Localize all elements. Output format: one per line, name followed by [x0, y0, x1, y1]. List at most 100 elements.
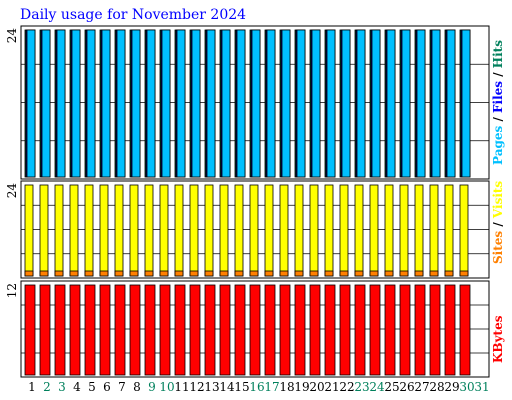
x-tick-label: 19 — [294, 380, 309, 394]
bar-visits — [69, 184, 79, 277]
bar-sites — [309, 270, 319, 277]
bar-kbytes — [279, 284, 291, 376]
bar-pages — [71, 29, 81, 178]
bar-sites — [189, 270, 199, 277]
chart-title: Daily usage for November 2024 — [20, 7, 246, 23]
bar-kbytes — [444, 284, 456, 376]
bar-kbytes — [339, 284, 351, 376]
bar-kbytes — [354, 284, 366, 376]
x-axis-labels: 1 2 3 4 5 6 7 8 9 10 11 12 13 14 15 16 17 18 19 20 21 22 23 24 2… — [28, 380, 489, 394]
x-tick-label: 25 — [384, 380, 399, 394]
bar-visits — [384, 184, 394, 277]
bar-kbytes — [414, 284, 426, 376]
bar-pages — [251, 29, 261, 178]
bar-visits — [399, 184, 409, 277]
bar-visits — [459, 184, 469, 277]
bar-pages — [146, 29, 156, 178]
bar-visits — [414, 184, 424, 277]
bar-sites — [279, 270, 289, 277]
bar-pages — [221, 29, 231, 178]
bar-kbytes — [99, 284, 111, 376]
x-tick-label: 6 — [103, 380, 111, 394]
bar-visits — [234, 184, 244, 277]
bar-sites — [249, 270, 259, 277]
bar-kbytes — [189, 284, 201, 376]
bar-kbytes — [234, 284, 246, 376]
bar-visits — [39, 184, 49, 277]
bar-kbytes — [324, 284, 336, 376]
x-tick-label: 11 — [174, 380, 189, 394]
bar-kbytes — [264, 284, 276, 376]
bar-visits — [99, 184, 109, 277]
bar-kbytes — [159, 284, 171, 376]
x-tick-label: 24 — [369, 380, 385, 394]
bar-sites — [264, 270, 274, 277]
bar-visits — [219, 184, 229, 277]
x-tick-label: 20 — [309, 380, 324, 394]
bar-sites — [294, 270, 304, 277]
bar-kbytes — [204, 284, 216, 376]
bar-kbytes — [84, 284, 96, 376]
bar-sites — [219, 270, 229, 277]
bar-visits — [369, 184, 379, 277]
bar-sites — [24, 270, 34, 277]
bar-pages — [191, 29, 201, 178]
bar-kbytes — [24, 284, 36, 376]
x-tick-label: 7 — [118, 380, 126, 394]
x-tick-label: 9 — [148, 380, 156, 394]
bar-visits — [264, 184, 274, 277]
x-tick-label: 16 — [249, 380, 264, 394]
chart-panels: 24 Pages / Files / Hits 24 Sites / Visits 12… — [5, 25, 505, 378]
bar-visits — [279, 184, 289, 277]
legend-hits: Hits — [491, 40, 505, 73]
bar-visits — [354, 184, 364, 277]
bar-pages — [446, 29, 456, 178]
bar-visits — [249, 184, 259, 277]
legend-pages: Pages — [491, 125, 505, 165]
bar-sites — [159, 270, 169, 277]
x-tick-label: 2 — [43, 380, 51, 394]
panel-sites-visits: 24 Sites / Visits — [5, 180, 505, 279]
bar-kbytes — [249, 284, 261, 376]
x-tick-label: 10 — [159, 380, 174, 394]
panel-hits-files-pages: 24 Pages / Files / Hits — [5, 25, 505, 180]
bar-kbytes — [39, 284, 51, 376]
bar-pages — [401, 29, 411, 178]
bar-kbytes — [129, 284, 141, 376]
legend-kbytes: KBytes — [491, 315, 505, 363]
bar-kbytes — [399, 284, 411, 376]
bar-kbytes — [429, 284, 441, 376]
x-tick-label: 3 — [58, 380, 66, 394]
bar-pages — [266, 29, 276, 178]
bar-visits — [204, 184, 214, 277]
x-tick-label: 29 — [444, 380, 459, 394]
x-tick-label: 8 — [133, 380, 141, 394]
bar-visits — [129, 184, 139, 277]
bar-pages — [116, 29, 126, 178]
x-tick-label: 22 — [339, 380, 354, 394]
bar-visits — [189, 184, 199, 277]
x-tick-label: 26 — [399, 380, 414, 394]
bar-kbytes — [144, 284, 156, 376]
bar-sites — [234, 270, 244, 277]
bar-kbytes — [69, 284, 81, 376]
bar-pages — [356, 29, 366, 178]
x-tick-label: 30 — [459, 380, 474, 394]
x-tick-label: 13 — [204, 380, 219, 394]
bar-visits — [174, 184, 184, 277]
bar-kbytes — [174, 284, 186, 376]
x-tick-label: 4 — [73, 380, 81, 394]
bar-pages — [296, 29, 306, 178]
legend-separator: / — [491, 72, 505, 81]
bar-visits — [159, 184, 169, 277]
legend-hits-files-pages: Pages / Files / Hits — [491, 40, 505, 165]
legend-sites-visits: Sites / Visits — [491, 181, 505, 264]
bar-pages — [56, 29, 66, 178]
bar-visits — [294, 184, 304, 277]
legend-kbytes: KBytes — [491, 315, 505, 363]
x-tick-label: 28 — [429, 380, 444, 394]
bar-visits — [324, 184, 334, 277]
y-max-label: 12 — [5, 283, 19, 298]
x-tick-label: 1 — [28, 380, 36, 394]
legend-separator: / — [491, 222, 505, 231]
